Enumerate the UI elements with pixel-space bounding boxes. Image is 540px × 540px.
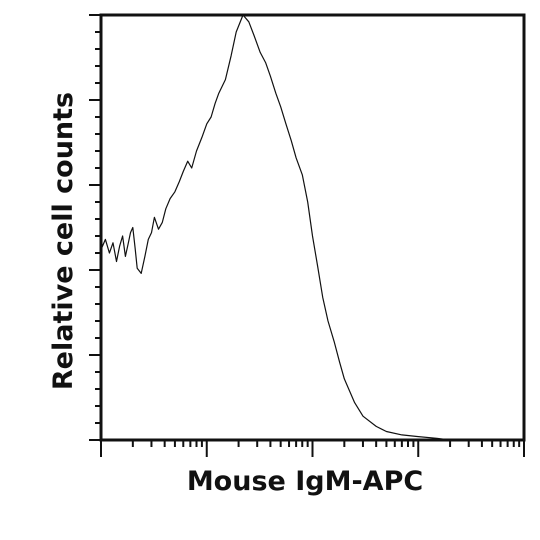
x-axis-title: Mouse IgM-APC xyxy=(187,466,423,497)
plot-frame xyxy=(99,13,526,442)
histogram-series-line xyxy=(100,14,524,441)
axis-ticks xyxy=(89,14,525,457)
y-axis-title: Relative cell counts xyxy=(48,92,79,390)
